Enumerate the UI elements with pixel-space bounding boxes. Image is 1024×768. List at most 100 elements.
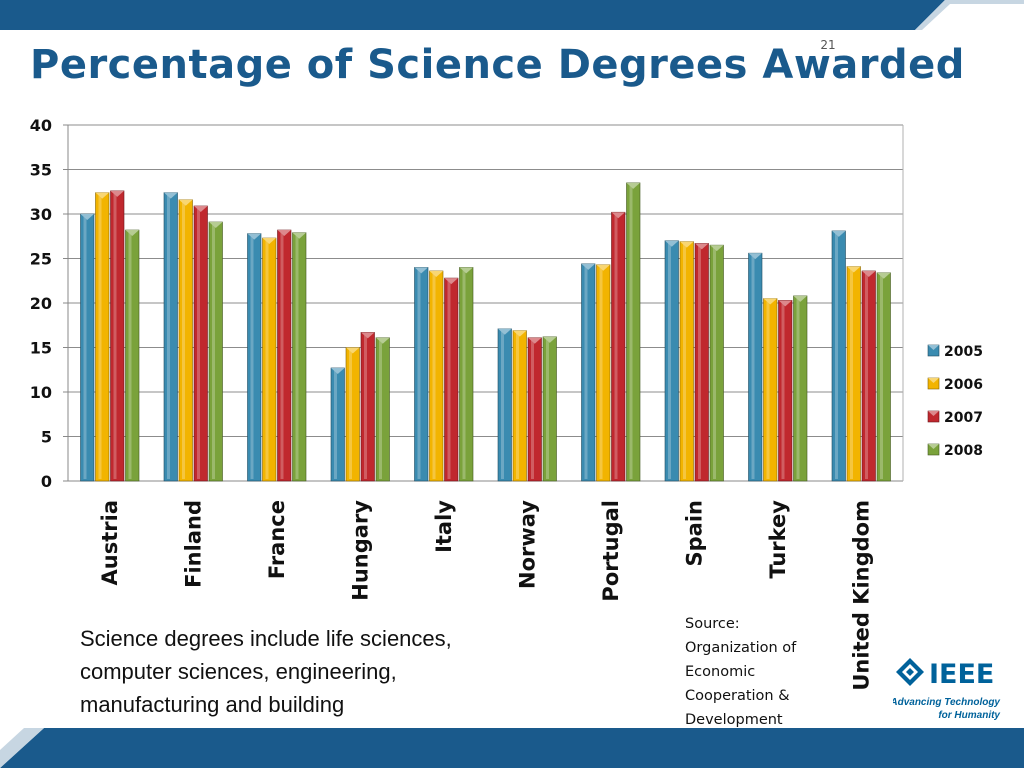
bar-2006	[596, 264, 611, 482]
bar-cap	[695, 243, 709, 250]
legend-label: 2008	[944, 443, 983, 459]
bar-highlight	[599, 266, 603, 479]
footnote-line: computer sciences, engineering,	[80, 659, 397, 684]
bar-highlight	[501, 330, 504, 479]
ieee-logo: IEEE Advancing Technology for Humanity	[893, 658, 1000, 721]
y-tick-label: 5	[41, 428, 52, 447]
bar-cap	[414, 267, 428, 274]
bar-2008	[375, 337, 390, 482]
x-tick-label: Austria	[98, 500, 122, 585]
x-tick-label: France	[265, 500, 289, 579]
bar-cap	[164, 192, 178, 199]
bar-2008	[125, 229, 140, 482]
x-tick-label: Portugal	[599, 500, 623, 602]
bar-highlight	[212, 224, 215, 479]
bar-cap	[528, 337, 542, 344]
bar-2006	[178, 199, 193, 482]
bar-2006	[679, 241, 694, 482]
bar-highlight	[280, 232, 284, 479]
bar-cap	[95, 192, 109, 199]
bar-2005	[664, 240, 679, 482]
footnote-line: manufacturing and building	[80, 692, 345, 717]
bar-highlight	[432, 272, 436, 479]
bar-cap	[543, 336, 557, 343]
bar-cap	[611, 212, 625, 219]
bar-highlight	[364, 334, 367, 479]
legend-label: 2007	[944, 410, 983, 426]
bar-cap	[247, 233, 261, 240]
bar-highlight	[295, 234, 299, 479]
x-tick-label: United Kingdom	[849, 500, 873, 691]
bar-highlight	[462, 269, 466, 479]
bar-2007	[527, 337, 542, 482]
bar-cap	[277, 230, 291, 237]
bar-cap	[346, 347, 360, 354]
bar-highlight	[781, 302, 785, 479]
legend-swatch-cap	[928, 345, 939, 350]
bar-highlight	[796, 297, 800, 479]
bar-highlight	[98, 194, 102, 479]
bar-cap	[262, 238, 276, 245]
bar-2005	[80, 213, 95, 482]
bar-cap	[110, 190, 124, 197]
slide-title: Percentage of Science Degrees Awarded	[30, 42, 965, 88]
source-note: Source: Organization of Economic Coopera…	[685, 612, 825, 732]
bar-cap	[832, 230, 846, 237]
bar-cap	[209, 222, 223, 229]
bar-cap	[778, 300, 792, 307]
bar-highlight	[546, 338, 549, 479]
bar-2007	[360, 332, 375, 482]
bar-2005	[247, 233, 262, 482]
bar-2008	[459, 267, 474, 482]
logo-tagline-1: Advancing Technology	[893, 697, 1000, 708]
bar-highlight	[379, 339, 382, 479]
bar-highlight	[531, 339, 534, 479]
slide-number: 21	[820, 38, 836, 52]
bar-2007	[110, 190, 125, 482]
bar-highlight	[113, 192, 117, 480]
bar-cap	[665, 240, 679, 247]
source-line: Organization of	[685, 640, 797, 656]
bar-2005	[163, 192, 178, 482]
bar-highlight	[265, 240, 269, 479]
y-tick-label: 35	[30, 161, 52, 180]
bar-highlight	[766, 300, 770, 479]
bar-cap	[862, 270, 876, 277]
legend-swatch-cap	[928, 378, 939, 383]
bar-2006	[846, 266, 861, 482]
bar-highlight	[250, 235, 254, 479]
bar-highlight	[516, 332, 519, 479]
logo-tagline-2: for Humanity	[938, 710, 1000, 721]
bar-cap	[361, 332, 375, 339]
bar-cap	[376, 337, 390, 344]
bar-2007	[861, 270, 876, 482]
bar-highlight	[584, 265, 588, 479]
x-tick-label: Norway	[515, 500, 539, 589]
bar-highlight	[182, 201, 185, 479]
bar-cap	[194, 205, 208, 212]
bar-cap	[763, 298, 777, 305]
bar-cap	[847, 266, 861, 273]
bar-cap	[596, 264, 610, 271]
bar-2008	[292, 232, 307, 482]
bar-2005	[831, 230, 846, 482]
bar-cap	[626, 182, 640, 189]
y-tick-label: 25	[30, 250, 52, 269]
bar-cap	[459, 267, 473, 274]
x-tick-label: Finland	[181, 500, 205, 588]
bar-2007	[444, 277, 459, 482]
bar-2008	[876, 272, 891, 482]
bar-cap	[292, 232, 306, 239]
x-tick-label: Hungary	[348, 500, 372, 601]
bar-2007	[694, 243, 709, 482]
legend-label: 2006	[944, 377, 983, 393]
bar-2006	[262, 237, 277, 482]
bar-cap	[125, 230, 139, 237]
bar-highlight	[128, 232, 132, 479]
bar-cap	[877, 272, 891, 279]
bar-cap	[498, 328, 512, 335]
legend-label: 2005	[944, 344, 983, 360]
bar-highlight	[614, 214, 618, 479]
bar-highlight	[751, 255, 755, 479]
bar-cap	[444, 278, 458, 285]
